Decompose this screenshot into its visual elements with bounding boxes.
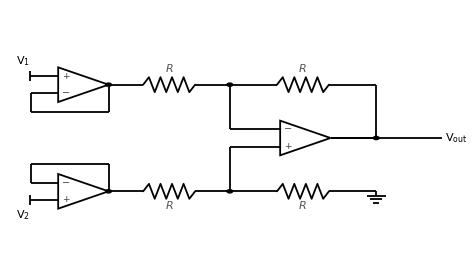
Text: −: −	[283, 124, 292, 134]
Circle shape	[106, 83, 111, 86]
Text: −: −	[62, 88, 70, 98]
Circle shape	[106, 190, 111, 193]
Text: R: R	[299, 201, 307, 211]
Circle shape	[374, 136, 379, 140]
Text: +: +	[284, 142, 292, 151]
Text: R: R	[165, 201, 173, 211]
Text: V$_2$: V$_2$	[16, 208, 30, 222]
Circle shape	[227, 83, 233, 86]
Circle shape	[227, 190, 233, 193]
Text: −: −	[62, 178, 70, 188]
Text: R: R	[165, 64, 173, 74]
Text: V$_1$: V$_1$	[16, 54, 30, 68]
Text: R: R	[299, 64, 307, 74]
Text: V$_{\mathregular{out}}$: V$_{\mathregular{out}}$	[445, 131, 467, 145]
Text: +: +	[62, 72, 70, 80]
Text: +: +	[62, 195, 70, 204]
